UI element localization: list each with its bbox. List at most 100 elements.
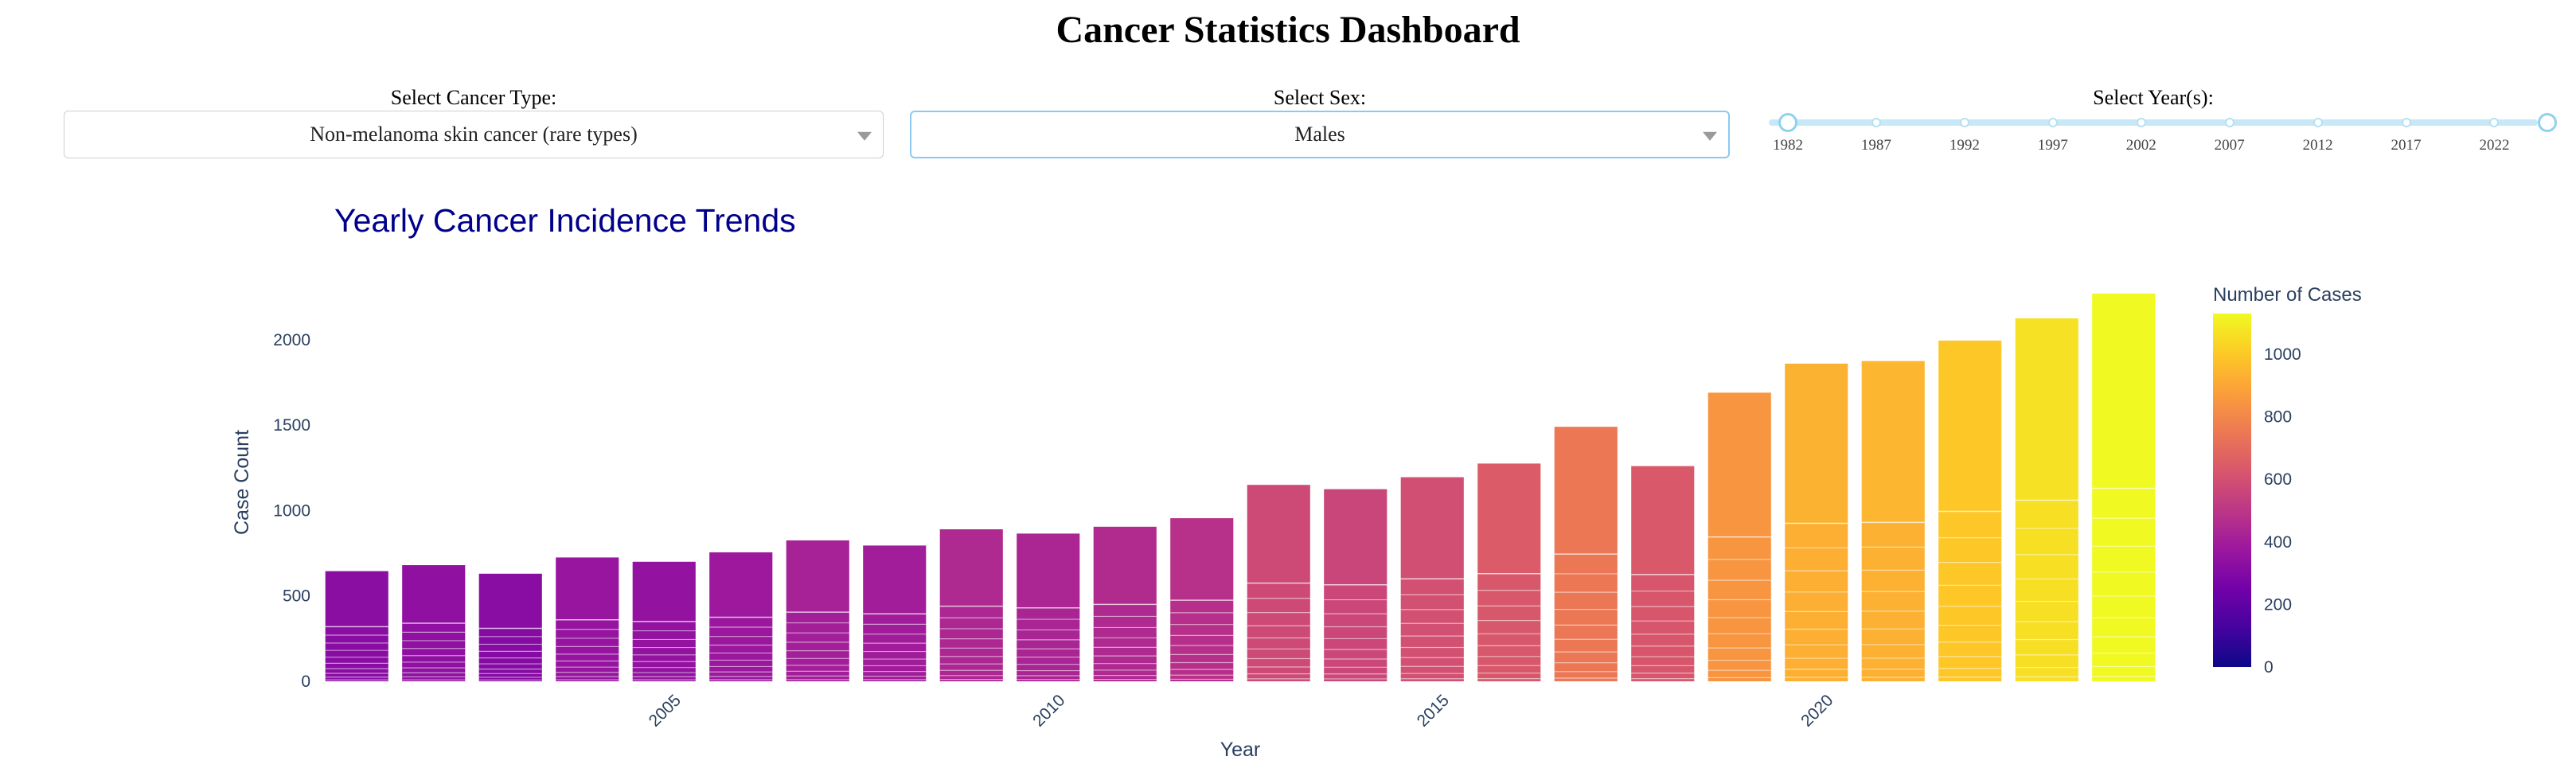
slider-track[interactable] (1769, 119, 2538, 126)
slider-dot[interactable] (1959, 118, 1969, 127)
x-tick-label: 2010 (1029, 691, 1068, 730)
slider-mark-label: 1992 (1949, 137, 1980, 154)
bar-segment-lower[interactable] (1785, 523, 1848, 681)
bar-segment-lower[interactable] (863, 614, 927, 681)
year-slider-label: Select Year(s): (2093, 86, 2214, 109)
sex-dropdown[interactable]: Males (910, 111, 1730, 158)
bar-segment-upper[interactable] (709, 552, 773, 618)
bar-segment-upper[interactable] (1708, 392, 1771, 537)
bar-segment-upper[interactable] (939, 529, 1003, 606)
x-axis-title: Year (1220, 739, 1261, 761)
bar-segment-upper[interactable] (2092, 293, 2156, 489)
y-axis-title: Case Count (231, 430, 253, 535)
bar-segment-lower[interactable] (1170, 600, 1234, 681)
sex-value: Males (1294, 123, 1345, 146)
bar-segment-lower[interactable] (1017, 607, 1080, 681)
slider-mark-label: 1997 (2037, 137, 2068, 154)
page-title: Cancer Statistics Dashboard (1056, 9, 1520, 51)
cancer-type-dropdown[interactable]: Non-melanoma skin cancer (rare types) (64, 111, 884, 158)
chevron-down-icon[interactable] (1703, 131, 1717, 141)
bar-segment-upper[interactable] (1861, 361, 1925, 523)
bar-segment-lower[interactable] (1093, 604, 1157, 681)
bar-segment-lower[interactable] (786, 612, 849, 681)
bar-segment-lower[interactable] (1554, 554, 1618, 681)
slider-mark-label: 2017 (2391, 137, 2422, 154)
slider-dot[interactable] (2401, 118, 2411, 127)
cancer-type-value: Non-melanoma skin cancer (rare types) (310, 123, 638, 146)
bar-segment-lower[interactable] (1247, 583, 1310, 681)
slider-dot[interactable] (1871, 118, 1881, 127)
bar-segment-lower[interactable] (1631, 574, 1695, 681)
slider-handle-end[interactable] (2538, 113, 2557, 132)
slider-mark-label: 2007 (2214, 137, 2245, 154)
bar-segment-lower[interactable] (632, 621, 696, 681)
slider-mark-label: 2002 (2125, 137, 2156, 154)
chart-title: Yearly Cancer Incidence Trends (334, 202, 796, 239)
year-range-slider[interactable]: 1982 1987 1992 1997 2002 2007 2012 2017 2022 (1759, 105, 2557, 169)
bar-segment-upper[interactable] (1093, 526, 1157, 605)
chevron-down-icon[interactable] (857, 131, 872, 141)
slider-dot[interactable] (2047, 118, 2058, 127)
bar-segment-upper[interactable] (1324, 489, 1388, 585)
slider-dot[interactable] (2136, 118, 2146, 127)
bar-segment-upper[interactable] (556, 557, 619, 620)
y-tick-label: 1500 (273, 416, 310, 435)
x-tick-label: 2020 (1797, 691, 1836, 730)
cancer-type-label: Select Cancer Type: (390, 86, 557, 109)
slider-mark-label: 2022 (2479, 137, 2510, 154)
slider-handle-start[interactable] (1778, 113, 1797, 132)
y-tick-label: 500 (283, 587, 310, 606)
colorbar-tick-label: 400 (2264, 533, 2292, 552)
colorbar (2213, 314, 2251, 667)
colorbar-tick-label: 800 (2264, 408, 2292, 427)
bar-segment-lower[interactable] (478, 628, 542, 681)
bar-segment-lower[interactable] (1400, 579, 1464, 681)
bar-segment-upper[interactable] (1554, 427, 1618, 555)
bar-segment-lower[interactable] (709, 617, 773, 681)
colorbar-tick-label: 600 (2264, 470, 2292, 489)
bar-segment-lower[interactable] (1708, 536, 1771, 681)
bar-segment-upper[interactable] (1247, 485, 1310, 583)
bar-segment-upper[interactable] (1785, 363, 1848, 524)
slider-dot[interactable] (2224, 118, 2234, 127)
bar-segment-upper[interactable] (1477, 463, 1541, 574)
bar-segment-lower[interactable] (2015, 500, 2078, 681)
bar-segment-upper[interactable] (1017, 533, 1080, 608)
x-tick-label: 2005 (646, 691, 685, 730)
bar-segment-upper[interactable] (1938, 340, 2002, 512)
bar-segment-upper[interactable] (1400, 477, 1464, 579)
colorbar-tick-label: 0 (2264, 658, 2274, 677)
bar-segment-upper[interactable] (325, 571, 388, 627)
sex-label: Select Sex: (1273, 86, 1367, 109)
colorbar-tick-label: 200 (2264, 595, 2292, 614)
x-tick-label: 2015 (1414, 691, 1453, 730)
bar-segment-upper[interactable] (632, 561, 696, 622)
bar-segment-lower[interactable] (2092, 488, 2156, 681)
bar-segment-upper[interactable] (402, 565, 466, 624)
y-tick-label: 1000 (273, 501, 310, 520)
y-tick-label: 2000 (273, 331, 310, 349)
bar-segment-lower[interactable] (1477, 573, 1541, 681)
bar-segment-lower[interactable] (1938, 511, 2002, 681)
bar-segment-upper[interactable] (1631, 466, 1695, 575)
bar-segment-lower[interactable] (325, 626, 388, 681)
bar-segment-upper[interactable] (1170, 518, 1234, 601)
colorbar-title: Number of Cases (2213, 284, 2362, 306)
bar-segment-lower[interactable] (1324, 584, 1388, 681)
slider-mark-label: 1987 (1860, 137, 1891, 154)
slider-mark-label: 2012 (2302, 137, 2333, 154)
bar-segment-upper[interactable] (863, 545, 927, 614)
slider-mark-label: 1982 (1773, 137, 1803, 154)
bar-segment-upper[interactable] (2015, 318, 2078, 501)
bar-segment-lower[interactable] (939, 606, 1003, 681)
y-tick-label: 0 (301, 673, 310, 691)
bar-segment-upper[interactable] (786, 540, 849, 613)
colorbar-tick-label: 1000 (2264, 345, 2301, 364)
slider-dot[interactable] (2489, 118, 2500, 127)
bar-segment-lower[interactable] (402, 623, 466, 681)
slider-dot[interactable] (2313, 118, 2323, 127)
bar-segment-lower[interactable] (1861, 522, 1925, 681)
bar-segment-upper[interactable] (478, 573, 542, 629)
bar-segment-lower[interactable] (556, 619, 619, 681)
